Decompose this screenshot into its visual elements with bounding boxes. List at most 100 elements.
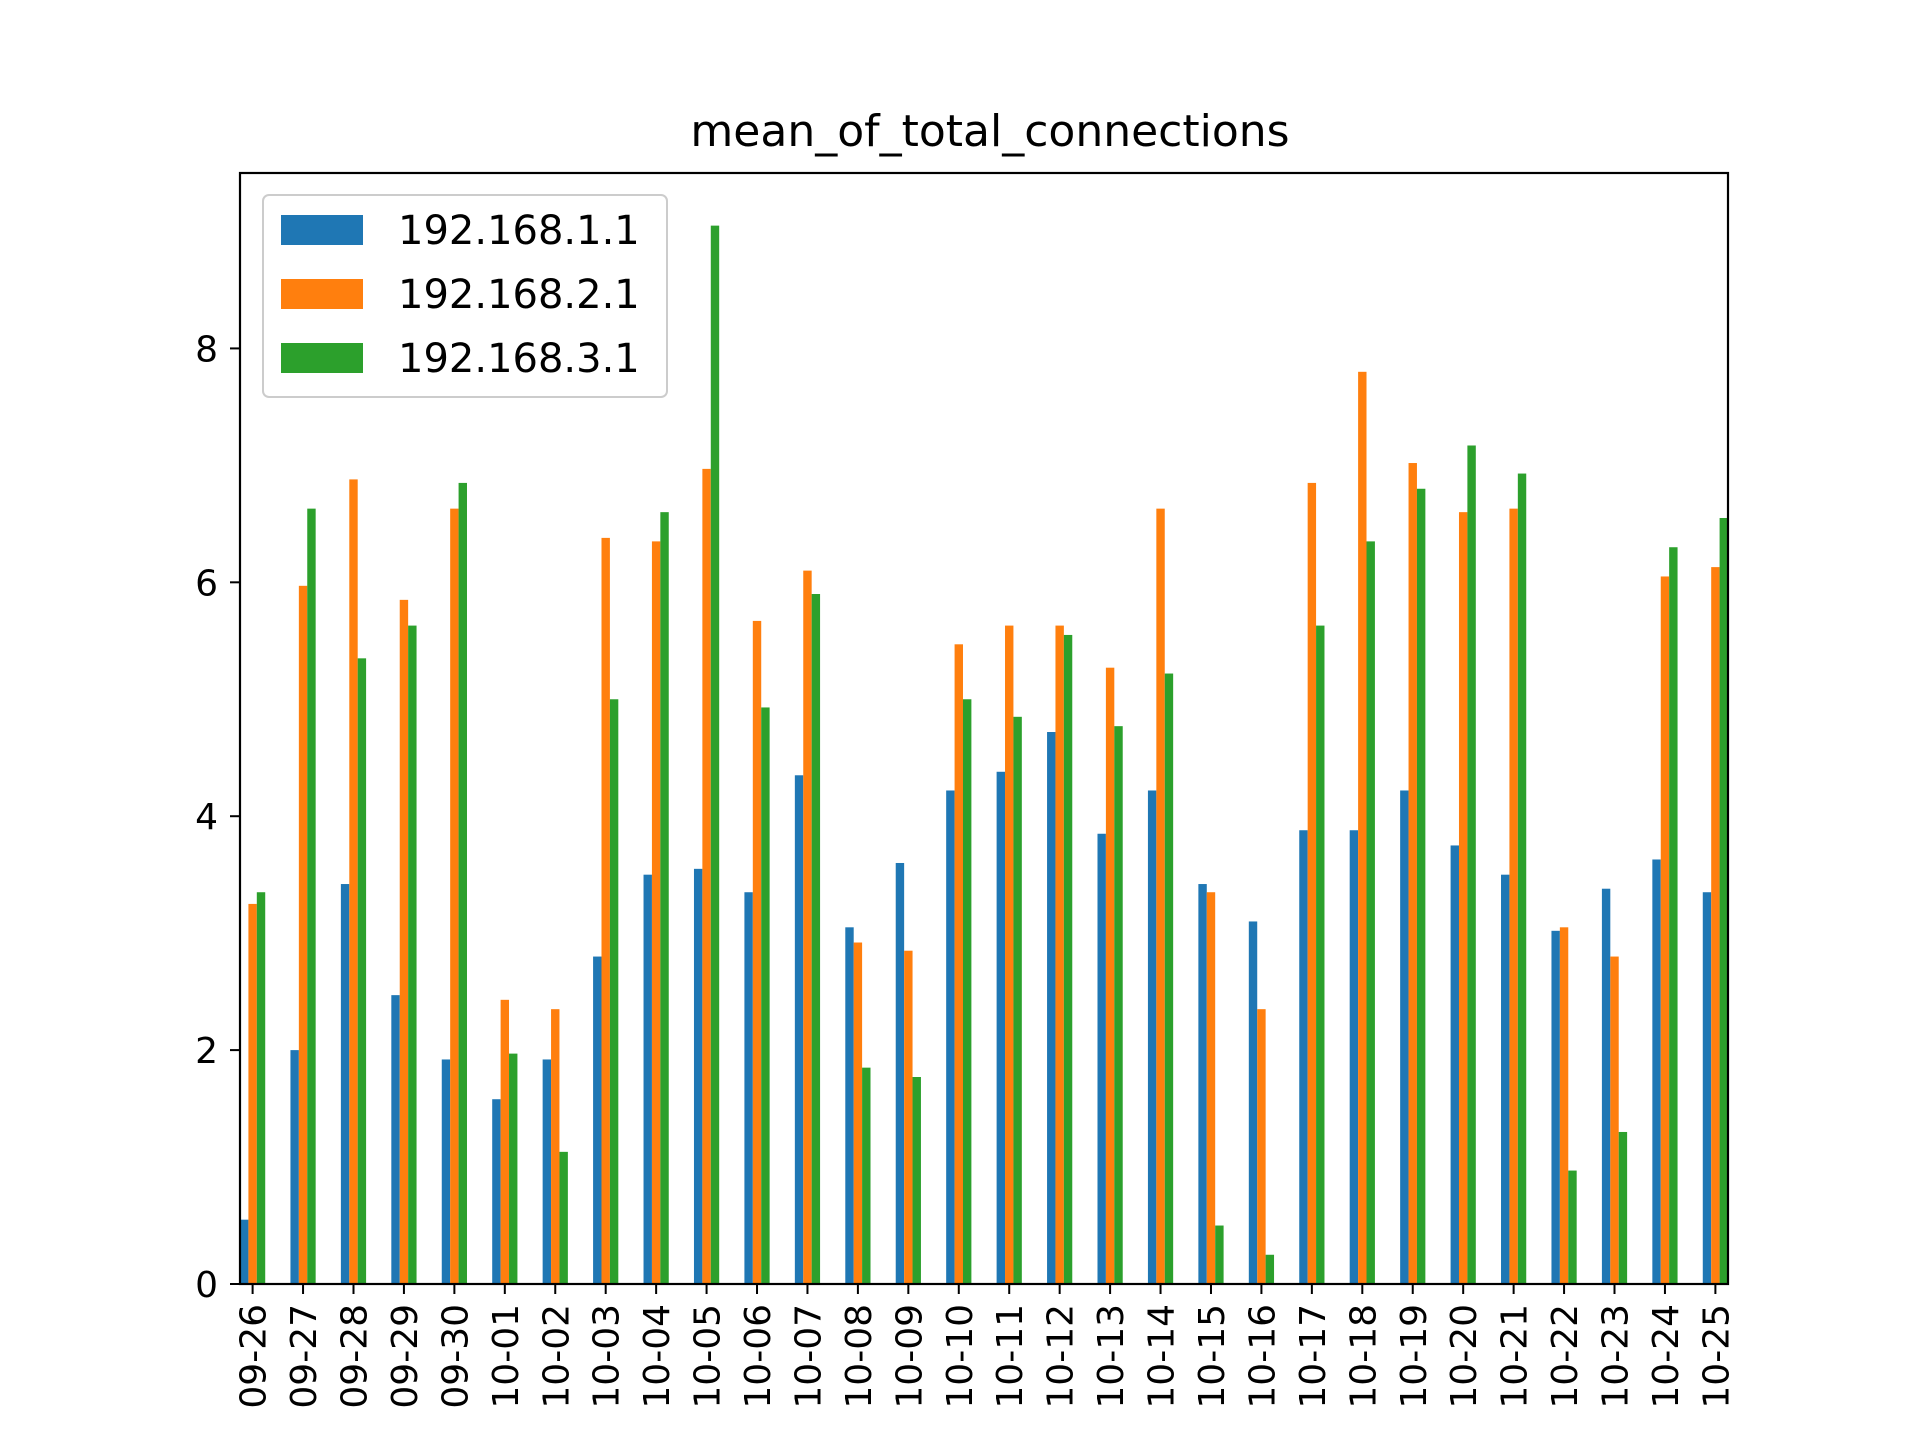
bar-192-168-1-1-10-09: [895, 862, 905, 1284]
bar-192-168-1-1-10-22: [1551, 930, 1560, 1284]
bar-192-168-1-1-10-23: [1601, 888, 1611, 1284]
bar-192-168-2-1-10-25: [1711, 567, 1720, 1284]
bar-192-168-3-1-10-04: [660, 512, 669, 1284]
bar-192-168-2-1-10-04: [651, 541, 661, 1284]
bar-192-168-3-1-10-15: [1215, 1225, 1224, 1284]
bar-192-168-1-1-09-27: [290, 1050, 299, 1284]
bar-192-168-3-1-10-21: [1517, 473, 1527, 1284]
bar-192-168-1-1-10-14: [1147, 790, 1157, 1284]
y-tick-label-8: 8: [195, 329, 218, 370]
bar-192-168-3-1-09-29: [408, 625, 417, 1284]
bar-192-168-3-1-10-07: [811, 594, 821, 1284]
x-tick-label-10-11: 10-11: [990, 1304, 1031, 1409]
bar-192-168-1-1-10-05: [693, 868, 703, 1284]
bar-192-168-2-1-10-01: [500, 999, 510, 1284]
x-tick-label-10-23: 10-23: [1596, 1304, 1637, 1409]
bar-192-168-1-1-10-08: [845, 927, 854, 1284]
bar-192-168-1-1-10-15: [1198, 884, 1207, 1284]
bar-192-168-1-1-10-17: [1299, 830, 1308, 1284]
bar-192-168-3-1-10-14: [1164, 673, 1174, 1284]
bar-192-168-2-1-10-16: [1257, 1009, 1266, 1284]
bar-192-168-1-1-09-26: [240, 1219, 249, 1284]
bar-192-168-1-1-10-02: [542, 1059, 552, 1284]
bar-192-168-3-1-10-16: [1265, 1254, 1275, 1284]
bar-192-168-3-1-10-22: [1568, 1170, 1577, 1284]
bar-192-168-3-1-09-30: [458, 482, 467, 1284]
bar-192-168-2-1-10-10: [954, 644, 963, 1284]
bar-192-168-1-1-09-29: [391, 995, 400, 1284]
x-tick-label-10-19: 10-19: [1394, 1304, 1435, 1409]
x-tick-label-10-25: 10-25: [1696, 1304, 1737, 1409]
bar-192-168-2-1-10-09: [904, 950, 913, 1284]
bar-192-168-2-1-09-27: [298, 585, 308, 1284]
bar-192-168-2-1-09-26: [248, 903, 257, 1284]
bar-192-168-3-1-10-13: [1114, 726, 1123, 1284]
x-tick-label-09-26: 09-26: [234, 1304, 275, 1409]
bar-192-168-3-1-10-17: [1316, 625, 1325, 1284]
legend-swatch-192-168-1-1: [281, 215, 363, 245]
bar-192-168-2-1-10-20: [1458, 512, 1468, 1284]
bar-192-168-3-1-10-06: [761, 707, 770, 1284]
bar-192-168-3-1-10-10: [962, 699, 972, 1284]
bar-192-168-2-1-10-11: [1005, 625, 1014, 1284]
x-tick-label-10-12: 10-12: [1041, 1304, 1082, 1409]
bar-192-168-2-1-10-06: [752, 620, 762, 1284]
bar-192-168-1-1-10-20: [1450, 845, 1459, 1284]
bar-192-168-2-1-09-28: [349, 479, 358, 1284]
bar-192-168-1-1-09-28: [340, 884, 350, 1284]
x-tick-label-10-20: 10-20: [1444, 1304, 1485, 1409]
bar-192-168-1-1-10-11: [996, 771, 1006, 1284]
x-tick-label-10-16: 10-16: [1242, 1304, 1283, 1409]
bar-192-168-2-1-10-17: [1307, 482, 1317, 1284]
bar-192-168-3-1-10-09: [912, 1077, 921, 1284]
x-tick-label-10-10: 10-10: [940, 1304, 981, 1409]
x-tick-label-10-13: 10-13: [1091, 1304, 1132, 1409]
bar-192-168-2-1-10-13: [1105, 667, 1115, 1284]
bar-192-168-3-1-10-25: [1719, 517, 1728, 1284]
bar-192-168-2-1-10-24: [1660, 576, 1670, 1284]
bar-192-168-3-1-10-19: [1416, 488, 1426, 1284]
bar-192-168-2-1-10-15: [1206, 892, 1216, 1284]
x-tick-label-09-29: 09-29: [385, 1304, 426, 1409]
legend-label-192-168-3-1: 192.168.3.1: [398, 336, 640, 382]
x-tick-label-10-09: 10-09: [889, 1304, 930, 1409]
bar-192-168-3-1-10-11: [1013, 716, 1022, 1284]
bar-192-168-1-1-10-12: [1047, 732, 1056, 1284]
x-tick-label-10-08: 10-08: [839, 1304, 880, 1409]
bar-192-168-3-1-10-02: [559, 1151, 568, 1284]
x-tick-label-10-07: 10-07: [788, 1304, 829, 1409]
x-tick-label-10-22: 10-22: [1545, 1304, 1586, 1409]
bar-192-168-2-1-10-07: [803, 570, 812, 1284]
legend-box: [262, 194, 668, 398]
bar-192-168-3-1-10-23: [1618, 1131, 1628, 1284]
bar-192-168-1-1-10-21: [1501, 874, 1510, 1284]
y-tick-label-0: 0: [195, 1265, 218, 1306]
bar-192-168-2-1-10-14: [1156, 508, 1165, 1284]
bar-192-168-1-1-10-03: [593, 956, 602, 1284]
x-tick-label-10-02: 10-02: [536, 1304, 577, 1409]
bar-192-168-3-1-10-12: [1063, 634, 1073, 1284]
x-tick-label-10-01: 10-01: [486, 1304, 527, 1409]
x-tick-label-10-21: 10-21: [1495, 1304, 1536, 1409]
bar-192-168-1-1-10-04: [643, 874, 652, 1284]
bar-192-168-2-1-10-12: [1055, 625, 1064, 1284]
bar-192-168-1-1-10-25: [1702, 892, 1712, 1284]
bar-192-168-2-1-10-02: [551, 1009, 560, 1284]
bar-192-168-1-1-10-01: [492, 1099, 501, 1284]
x-tick-label-10-14: 10-14: [1142, 1304, 1183, 1409]
chart-title: mean_of_total_connections: [690, 106, 1289, 157]
x-tick-label-10-03: 10-03: [587, 1304, 628, 1409]
y-tick-label-6: 6: [195, 563, 218, 604]
bar-192-168-3-1-10-03: [609, 699, 619, 1284]
y-tick-label-2: 2: [195, 1031, 218, 1072]
bar-192-168-2-1-09-29: [399, 599, 409, 1284]
y-tick-label-4: 4: [195, 797, 218, 838]
x-tick-label-10-04: 10-04: [637, 1304, 678, 1409]
x-tick-label-10-05: 10-05: [688, 1304, 729, 1409]
bar-192-168-1-1-10-24: [1652, 859, 1661, 1284]
bar-192-168-3-1-09-27: [307, 508, 316, 1284]
bar-192-168-1-1-10-18: [1349, 830, 1359, 1284]
bar-192-168-2-1-10-18: [1358, 371, 1367, 1284]
